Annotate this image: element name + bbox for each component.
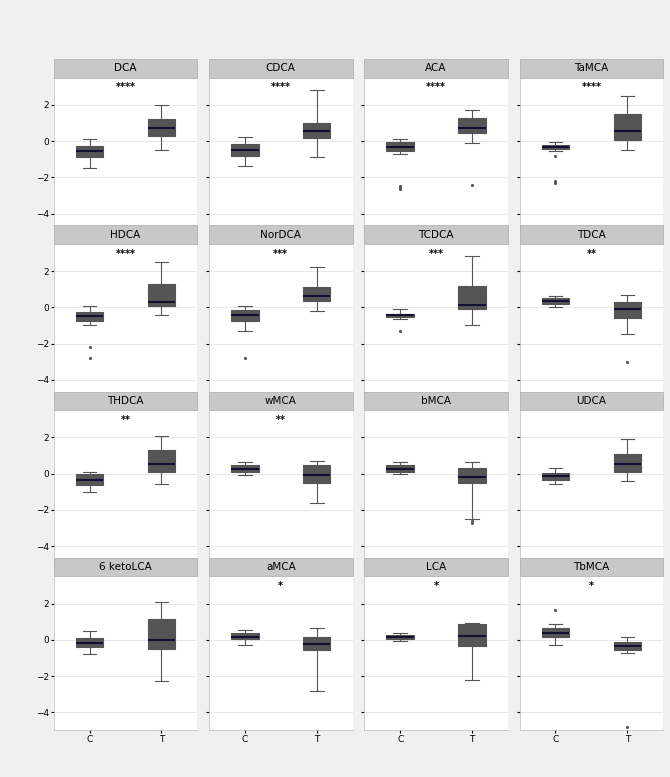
PathPatch shape	[76, 638, 103, 647]
PathPatch shape	[303, 287, 330, 301]
FancyBboxPatch shape	[519, 392, 663, 410]
Text: ***: ***	[429, 249, 444, 259]
Text: HDCA: HDCA	[111, 230, 141, 240]
Text: **: **	[586, 249, 596, 259]
PathPatch shape	[231, 310, 259, 321]
Text: bMCA: bMCA	[421, 396, 451, 406]
Text: *: *	[278, 581, 283, 591]
FancyBboxPatch shape	[54, 558, 198, 577]
Text: ****: ****	[271, 82, 291, 92]
PathPatch shape	[542, 298, 569, 304]
FancyBboxPatch shape	[209, 59, 352, 78]
FancyBboxPatch shape	[364, 59, 508, 78]
PathPatch shape	[387, 636, 414, 639]
Text: 6 ketoLCA: 6 ketoLCA	[99, 563, 152, 572]
PathPatch shape	[614, 454, 641, 472]
FancyBboxPatch shape	[54, 392, 198, 410]
FancyBboxPatch shape	[209, 558, 352, 577]
Text: ***: ***	[273, 249, 288, 259]
PathPatch shape	[148, 619, 175, 649]
FancyBboxPatch shape	[54, 225, 198, 244]
PathPatch shape	[387, 142, 414, 151]
Text: ****: ****	[582, 82, 602, 92]
PathPatch shape	[76, 475, 103, 486]
PathPatch shape	[303, 637, 330, 650]
Text: CDCA: CDCA	[266, 64, 295, 74]
Text: THDCA: THDCA	[107, 396, 144, 406]
FancyBboxPatch shape	[519, 225, 663, 244]
Text: aMCA: aMCA	[266, 563, 295, 572]
Text: NorDCA: NorDCA	[261, 230, 302, 240]
Text: *: *	[589, 581, 594, 591]
FancyBboxPatch shape	[364, 225, 508, 244]
PathPatch shape	[458, 286, 486, 309]
FancyBboxPatch shape	[209, 225, 352, 244]
PathPatch shape	[148, 450, 175, 472]
PathPatch shape	[148, 284, 175, 305]
PathPatch shape	[76, 312, 103, 321]
PathPatch shape	[387, 465, 414, 472]
Text: TbMCA: TbMCA	[574, 563, 610, 572]
PathPatch shape	[231, 144, 259, 156]
FancyBboxPatch shape	[54, 59, 198, 78]
Text: ****: ****	[115, 82, 135, 92]
Text: DCA: DCA	[115, 64, 137, 74]
PathPatch shape	[458, 469, 486, 483]
PathPatch shape	[148, 120, 175, 136]
FancyBboxPatch shape	[519, 59, 663, 78]
Text: ACA: ACA	[425, 64, 447, 74]
Text: **: **	[276, 415, 286, 425]
PathPatch shape	[614, 642, 641, 650]
PathPatch shape	[614, 114, 641, 140]
PathPatch shape	[542, 145, 569, 149]
PathPatch shape	[458, 118, 486, 133]
PathPatch shape	[303, 465, 330, 483]
Text: LCA: LCA	[426, 563, 446, 572]
PathPatch shape	[387, 314, 414, 317]
PathPatch shape	[303, 123, 330, 138]
Text: ****: ****	[115, 249, 135, 259]
Text: **: **	[121, 415, 131, 425]
PathPatch shape	[614, 302, 641, 319]
Text: ****: ****	[426, 82, 446, 92]
PathPatch shape	[76, 145, 103, 158]
FancyBboxPatch shape	[364, 392, 508, 410]
Text: *: *	[433, 581, 439, 591]
PathPatch shape	[542, 628, 569, 637]
FancyBboxPatch shape	[519, 558, 663, 577]
Text: wMCA: wMCA	[265, 396, 297, 406]
Text: TDCA: TDCA	[577, 230, 606, 240]
Text: UDCA: UDCA	[576, 396, 606, 406]
PathPatch shape	[231, 465, 259, 472]
FancyBboxPatch shape	[364, 558, 508, 577]
PathPatch shape	[542, 472, 569, 480]
PathPatch shape	[458, 625, 486, 646]
Text: TaMCA: TaMCA	[574, 64, 608, 74]
FancyBboxPatch shape	[209, 392, 352, 410]
PathPatch shape	[231, 633, 259, 639]
Text: TCDCA: TCDCA	[418, 230, 454, 240]
